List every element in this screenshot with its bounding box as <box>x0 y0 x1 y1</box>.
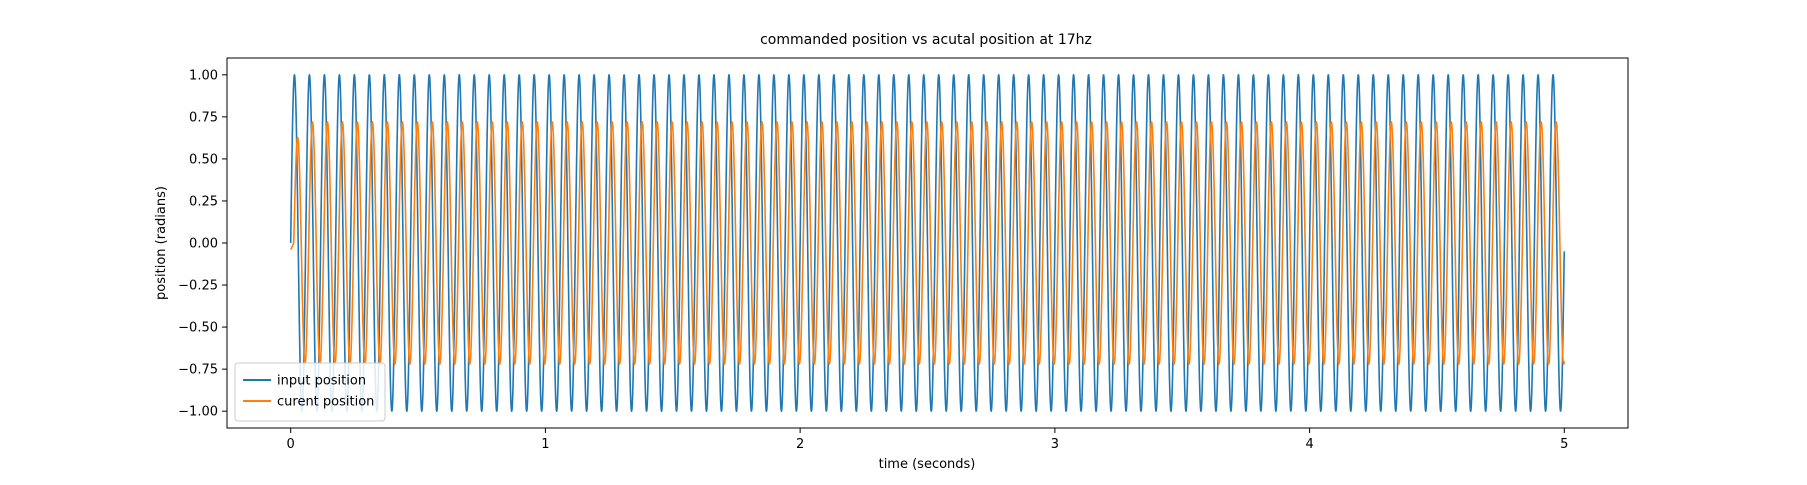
y-tick-label: 0.00 <box>189 237 218 252</box>
series-line-curent-position <box>289 121 1566 365</box>
x-tick-label: 2 <box>796 437 804 452</box>
y-axis: −1.00 −0.75 −0.50 −0.25 0.00 0.25 0.50 0.75 1.00 <box>178 68 227 420</box>
y-tick-label: −0.50 <box>178 321 218 336</box>
legend-box <box>234 362 386 422</box>
x-tick-label: 5 <box>1560 437 1568 452</box>
legend-label: input position <box>277 374 366 389</box>
y-tick-label: 0.75 <box>189 110 218 125</box>
legend: input position curent position <box>234 362 386 422</box>
series-line-input-position <box>289 74 1566 412</box>
y-tick-label: 0.50 <box>189 152 218 167</box>
x-tick-label: 1 <box>541 437 549 452</box>
y-tick-label: 1.00 <box>189 68 218 83</box>
x-axis-label: time (seconds) <box>879 457 976 472</box>
legend-label: curent position <box>277 395 374 410</box>
x-tick-label: 4 <box>1305 437 1313 452</box>
x-tick-label: 3 <box>1051 437 1059 452</box>
y-tick-label: −0.75 <box>178 363 218 378</box>
y-tick-label: −1.00 <box>178 405 218 420</box>
y-axis-label: position (radians) <box>154 186 169 300</box>
chart-title: commanded position vs acutal position at… <box>760 32 1092 48</box>
y-tick-label: −0.25 <box>178 279 218 294</box>
x-axis: 0 1 2 3 4 5 <box>287 428 1568 452</box>
x-tick-label: 0 <box>287 437 295 452</box>
series-layer <box>289 74 1566 412</box>
y-tick-label: 0.25 <box>189 194 218 209</box>
